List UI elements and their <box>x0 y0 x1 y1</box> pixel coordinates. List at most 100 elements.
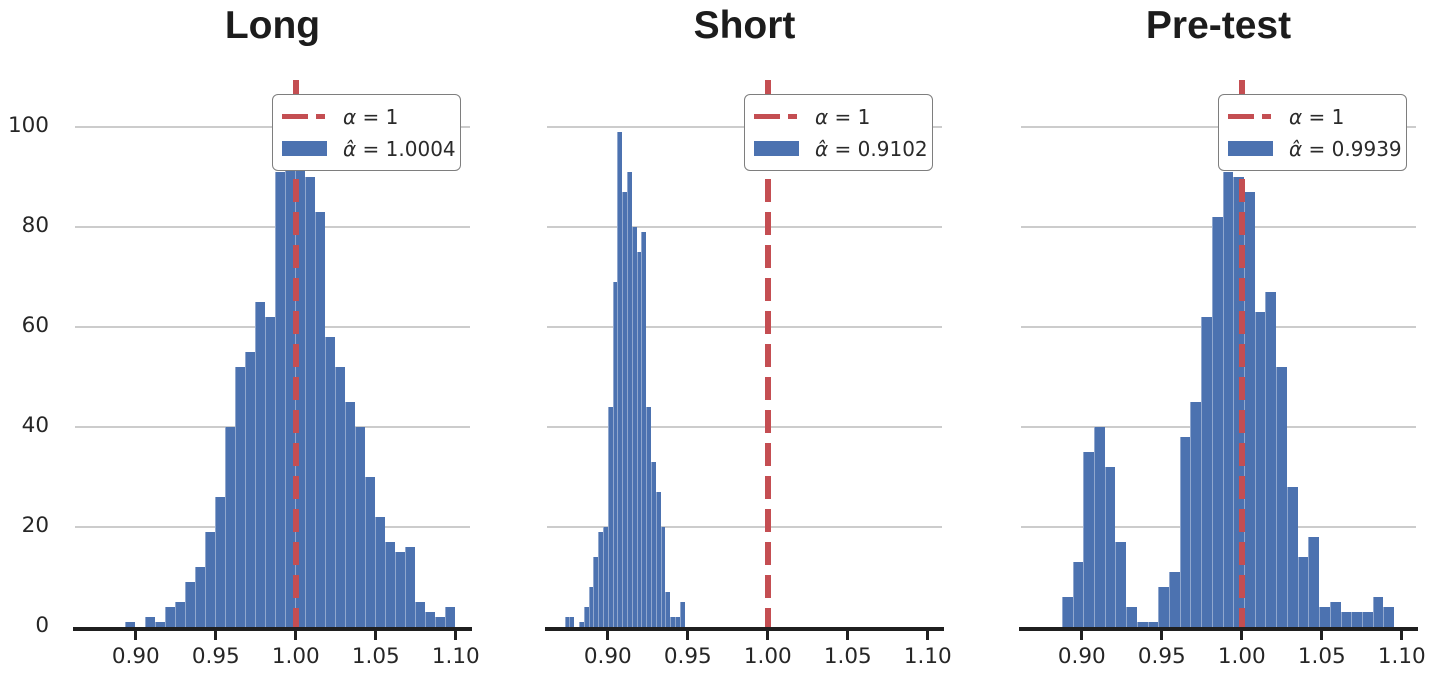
histogram-bar <box>651 462 656 627</box>
patch-swatch <box>282 141 327 156</box>
legend: α = 1 α̂ = 1.0004 <box>272 94 461 171</box>
histogram-bar <box>1158 587 1169 627</box>
subplot-title-long: Long <box>224 4 321 47</box>
greek-symbol: α̂ <box>1289 136 1303 161</box>
legend-label: α = 1 <box>1289 104 1345 129</box>
histogram-bar <box>314 212 325 627</box>
x-tick-label: 0.95 <box>191 644 240 669</box>
legend-label: α = 1 <box>343 104 399 129</box>
histogram-bar <box>1126 607 1137 627</box>
histogram-bar <box>1265 292 1277 627</box>
histogram-bar <box>1083 452 1094 627</box>
subplot-short: Short 0.90 0.95 1.00 1.05 1.10 α = 1 α̂ = 0.91… <box>545 0 952 689</box>
histogram-bar <box>404 547 415 627</box>
histogram-bar <box>384 542 395 627</box>
histogram-bar <box>598 532 603 627</box>
gridline <box>547 226 942 228</box>
histogram-bar <box>174 602 185 627</box>
legend-entry: α = 1 <box>1228 104 1398 129</box>
histogram-bar <box>670 617 675 627</box>
histogram-bar <box>1244 192 1255 627</box>
histogram-bar <box>1222 172 1234 627</box>
histogram-bar <box>665 592 671 627</box>
axes-long: 0.90 0.95 1.00 1.05 1.10 0 20 40 60 80 100 α = 1 α̂ … <box>8 80 480 669</box>
histogram-bar <box>184 582 195 627</box>
x-tick-mark <box>686 630 690 640</box>
x-tick-mark <box>1320 630 1324 640</box>
greek-symbol: α̂ <box>815 136 829 161</box>
histogram-bar <box>588 587 594 627</box>
axes-short: 0.90 0.95 1.00 1.05 1.10 α = 1 α̂ = 0.9102 <box>545 80 952 669</box>
greek-symbol: α <box>1289 104 1303 129</box>
alpha-reference-line <box>292 80 299 627</box>
legend-entry: α̂ = 0.9939 <box>1228 136 1402 161</box>
x-tick-mark <box>1400 630 1404 640</box>
x-tick-label: 0.95 <box>663 644 712 669</box>
histogram-bar <box>254 302 265 627</box>
greek-symbol: α <box>815 104 829 129</box>
histogram-bar <box>1104 467 1116 627</box>
histogram-bar <box>354 427 365 627</box>
legend-entry: α̂ = 1.0004 <box>282 136 456 161</box>
x-tick-mark <box>134 630 138 640</box>
x-tick-mark <box>926 630 930 640</box>
histogram-bar <box>660 527 666 627</box>
histogram-bar <box>434 617 445 627</box>
histogram-bar <box>1276 367 1287 627</box>
x-tick-mark <box>766 630 770 640</box>
x-tick-label: 1.10 <box>903 644 952 669</box>
histogram-bar <box>1093 427 1105 627</box>
x-tick-mark <box>214 630 218 640</box>
histogram-bar <box>1136 622 1148 627</box>
histogram-bar <box>627 172 632 627</box>
x-tick-label: 0.90 <box>1057 644 1106 669</box>
patch-swatch <box>754 141 799 156</box>
x-tick-label: 1.10 <box>1377 644 1426 669</box>
histogram-bar <box>1254 312 1266 627</box>
histogram-bar <box>1308 537 1320 627</box>
histogram-bar <box>1072 562 1084 627</box>
legend-patch-sample <box>282 141 327 156</box>
greek-symbol: α̂ <box>343 136 357 161</box>
histogram-bar <box>154 622 165 627</box>
gridline <box>75 226 470 228</box>
x-tick-mark <box>1240 630 1244 640</box>
legend-label: α̂ = 1.0004 <box>343 136 456 161</box>
histogram-bar <box>1061 597 1073 627</box>
x-axis-line <box>545 627 944 631</box>
histogram-bar <box>612 282 618 627</box>
y-tick-label: 100 <box>7 113 49 138</box>
alpha-reference-line <box>764 80 771 627</box>
dash-segment <box>316 114 325 119</box>
gridline <box>547 326 942 328</box>
histogram-bar <box>224 427 235 627</box>
dash-segment <box>754 114 780 119</box>
histogram-bar <box>569 617 575 627</box>
subplot-long: Long 0.90 0.95 1.00 1.05 1.10 0 20 40 60 80 100 α =… <box>8 0 480 689</box>
legend-entry: α̂ = 0.9102 <box>754 136 928 161</box>
histogram-bar <box>579 622 584 627</box>
y-tick-label: 60 <box>21 313 49 338</box>
histogram-bar <box>214 497 225 627</box>
histogram-bar <box>1233 177 1245 627</box>
histogram-bar <box>324 337 335 627</box>
greek-symbol: α <box>343 104 357 129</box>
histogram-bar <box>424 612 435 627</box>
histogram-bar <box>1147 622 1159 627</box>
histogram-bar <box>641 232 647 627</box>
y-tick-label: 0 <box>35 613 49 638</box>
histogram-bar <box>304 177 315 627</box>
histogram-bar <box>204 532 215 627</box>
subplot-title-pretest: Pre-test <box>1145 4 1292 47</box>
histogram-bar <box>274 172 285 627</box>
x-tick-mark <box>294 630 298 640</box>
histogram-bar <box>194 567 205 627</box>
x-tick-label: 0.95 <box>1137 644 1186 669</box>
histogram-bar <box>603 527 608 627</box>
histogram-bar <box>374 517 385 627</box>
histogram-bar <box>631 227 637 627</box>
histogram-bar <box>1383 607 1395 627</box>
histogram-bar <box>1361 612 1373 627</box>
axes-pretest: 0.90 0.95 1.00 1.05 1.10 α = 1 α̂ = 0.9939 <box>1019 80 1426 669</box>
histogram-bar <box>414 602 425 627</box>
